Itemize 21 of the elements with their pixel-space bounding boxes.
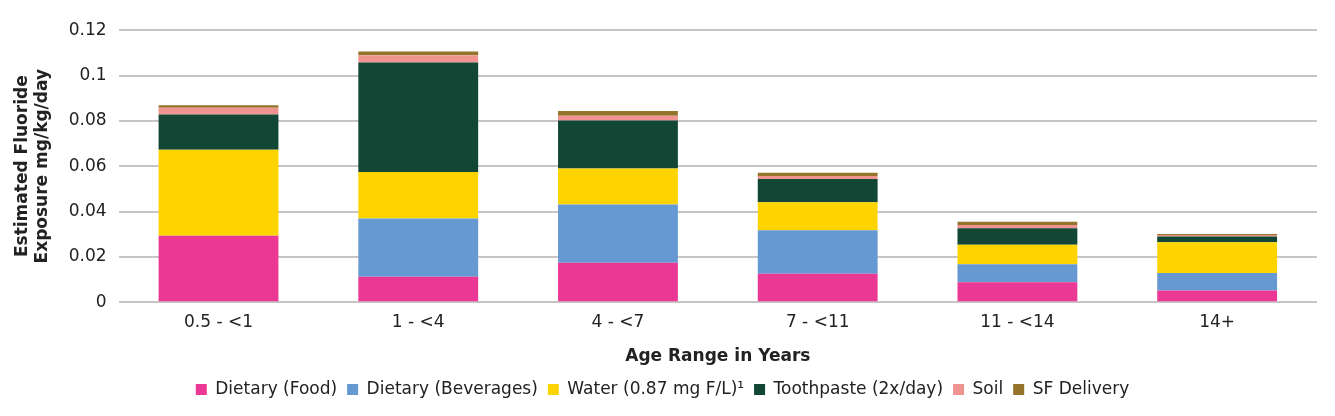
x-tick-label: 14+	[1199, 310, 1236, 331]
x-tick-label: 4 - <7	[591, 310, 645, 331]
legend-label: Water (0.87 mg F/L)¹	[567, 377, 745, 398]
y-tick-label: 0	[95, 290, 107, 311]
y-tick-label: 0.02	[68, 245, 107, 266]
legend-label: Dietary (Food)	[215, 377, 338, 398]
x-tick-label: 11 - <14	[980, 310, 1055, 331]
legend-label: Soil	[972, 377, 1004, 398]
y-tick-label: 0.12	[68, 18, 107, 39]
x-tick-label: 7 - <11	[785, 310, 850, 331]
legend-label: Dietary (Beverages)	[366, 377, 538, 398]
y-tick-label: 0.06	[68, 154, 107, 175]
y-tick-label: 0.1	[79, 63, 107, 84]
legend-label: SF Delivery	[1032, 377, 1130, 398]
y-tick-label: 0.04	[68, 199, 107, 220]
y-axis-title: Estimated Fluoride Exposure mg/kg/day	[10, 68, 52, 264]
y-tick-label: 0.08	[68, 109, 107, 130]
x-tick-label: 1 - <4	[391, 310, 445, 331]
x-axis-title: Age Range in Years	[625, 345, 811, 366]
legend-label: Toothpaste (2x/day)	[772, 377, 944, 398]
x-tick-label: 0.5 - <1	[183, 310, 254, 331]
